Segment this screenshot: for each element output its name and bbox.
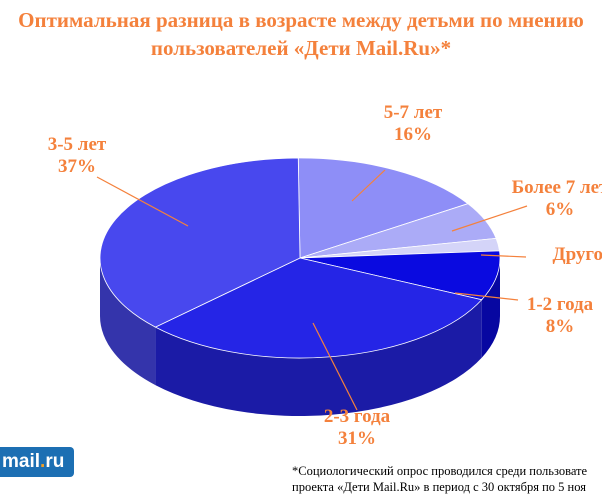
- slice-label-text-5: 2-3 года: [324, 406, 391, 427]
- slice-label-pct-1: 16%: [394, 124, 432, 145]
- label-leader-lines: [96, 169, 528, 411]
- logo-dot: .: [40, 451, 46, 472]
- leader-line-1: [351, 169, 386, 202]
- pie-slice-4: [299, 250, 501, 301]
- slice-label-6: 3-5 лет 37%: [48, 134, 107, 177]
- survey-footnote: *Социологический опрос проводился среди …: [292, 463, 602, 495]
- leader-line-2: [451, 205, 528, 232]
- slice-label-4: 1-2 года 8%: [527, 294, 594, 337]
- slice-label-pct-2: 6%: [546, 199, 575, 220]
- slice-label-5: 2-3 года 31%: [324, 406, 391, 449]
- leader-line-4: [454, 292, 519, 301]
- pie-slice-6: [99, 157, 301, 328]
- pie-wall-6: [100, 258, 156, 386]
- pie-slice-5: [154, 257, 483, 359]
- slice-label-text-3: Другое: [553, 244, 602, 265]
- leader-line-6: [96, 176, 189, 227]
- pie-wall-4: [481, 258, 501, 358]
- logo-text-mail: mail: [2, 451, 41, 472]
- slice-label-pct-5: 31%: [338, 428, 376, 449]
- slice-label-text-6: 3-5 лет: [48, 134, 107, 155]
- slice-label-pct-6: 37%: [58, 156, 96, 177]
- slice-label-3: Другое: [553, 244, 602, 265]
- leader-line-3: [480, 254, 527, 258]
- footnote-line-1: *Социологический опрос проводился среди …: [292, 464, 588, 478]
- pie-top-slices: [99, 157, 501, 359]
- slice-label-text-4: 1-2 года: [527, 294, 594, 315]
- chart-title-line-2: пользователей «Дети Mail.Ru»*: [150, 36, 452, 60]
- chart-title: Оптимальная разница в возрасте между дет…: [0, 6, 602, 62]
- leader-line-5: [312, 322, 358, 411]
- slice-label-text-1: 5-7 лет: [384, 102, 443, 123]
- logo-text-ru: ru: [45, 451, 65, 472]
- slice-label-pct-4: 8%: [546, 316, 575, 337]
- footnote-line-2: проекта «Дети Mail.Ru» в период с 30 окт…: [292, 480, 586, 494]
- slice-label-text-2: Более 7 лет: [512, 177, 602, 198]
- slice-label-1: 5-7 лет 16%: [384, 102, 443, 145]
- mail-ru-logo: mail. ru: [0, 447, 74, 477]
- slice-label-2: Более 7 лет 6%: [512, 177, 602, 220]
- pie-slice-1: [297, 157, 469, 259]
- chart-title-line-1: Оптимальная разница в возрасте между дет…: [18, 8, 584, 32]
